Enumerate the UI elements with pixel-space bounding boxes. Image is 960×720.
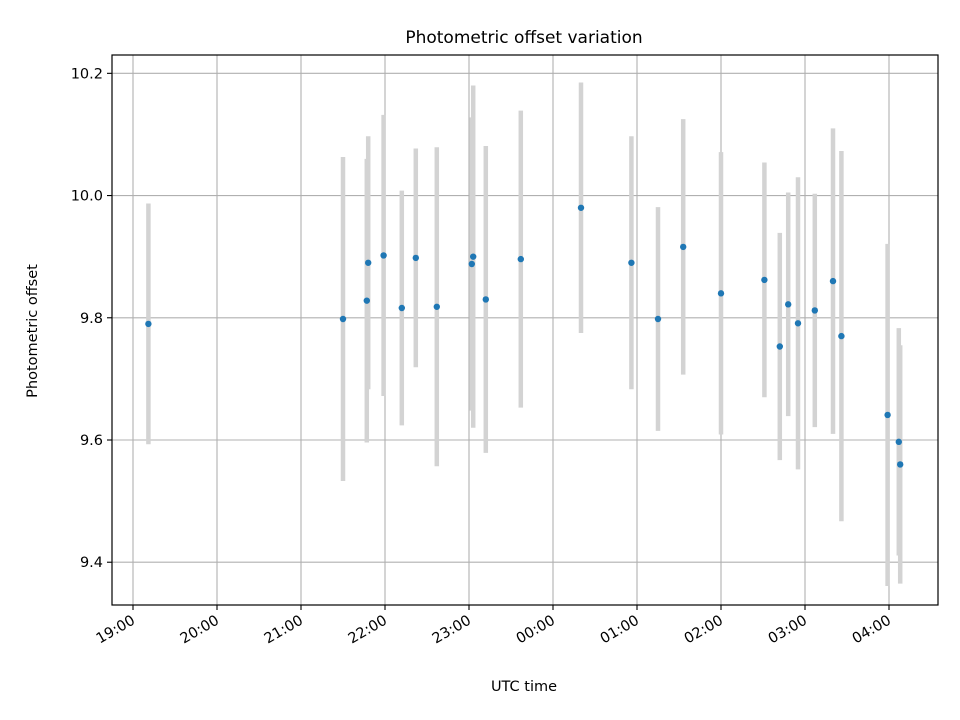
x-tick-label: 20:00 xyxy=(178,613,222,648)
data-point xyxy=(680,243,687,251)
data-point xyxy=(654,315,662,323)
data-points xyxy=(145,204,904,468)
data-point xyxy=(365,259,372,266)
data-point xyxy=(895,438,902,446)
x-axis-label: UTC time xyxy=(491,679,557,695)
data-point xyxy=(145,320,152,328)
x-tick-label: 04:00 xyxy=(850,613,894,648)
data-point xyxy=(339,315,347,323)
data-point xyxy=(811,307,818,314)
grid xyxy=(112,55,938,605)
data-point xyxy=(897,461,904,468)
y-axis-label: Photometric offset xyxy=(25,264,41,398)
data-point xyxy=(468,260,475,268)
x-axis-ticks: 19:00 20:00 21:00 22:00 23:00 00:00 01:00 02:00… xyxy=(94,605,894,647)
data-point xyxy=(829,277,837,285)
data-point xyxy=(380,252,387,259)
data-point xyxy=(482,296,489,303)
x-tick-label: 23:00 xyxy=(430,613,474,648)
y-tick-label: 9.8 xyxy=(80,311,103,327)
x-tick-label: 01:00 xyxy=(598,613,642,648)
y-tick-label: 9.4 xyxy=(80,555,103,571)
data-point xyxy=(577,204,585,211)
data-point xyxy=(517,255,524,263)
chart-title: Photometric offset variation xyxy=(405,28,642,48)
y-tick-label: 9.6 xyxy=(80,433,103,449)
data-point xyxy=(884,411,891,419)
data-point xyxy=(412,254,419,262)
y-tick-label: 10.2 xyxy=(71,66,103,82)
x-tick-label: 00:00 xyxy=(514,613,558,648)
x-tick-label: 03:00 xyxy=(766,613,810,648)
data-point xyxy=(363,297,370,304)
data-point xyxy=(794,320,802,327)
data-point xyxy=(838,332,845,340)
x-tick-label: 21:00 xyxy=(262,613,306,648)
data-point xyxy=(470,253,477,260)
x-tick-label: 02:00 xyxy=(682,613,726,648)
x-tick-label: 22:00 xyxy=(346,613,390,648)
data-point xyxy=(761,276,768,284)
x-tick-label: 19:00 xyxy=(94,613,138,648)
data-point xyxy=(776,343,783,350)
data-point xyxy=(717,290,725,297)
errorbars xyxy=(146,82,903,587)
data-point xyxy=(433,303,440,310)
data-point xyxy=(785,301,792,308)
data-point xyxy=(628,259,635,266)
data-point xyxy=(398,304,405,312)
plot-frame xyxy=(111,54,939,606)
y-axis-ticks: 9.4 9.6 9.8 10.0 10.2 xyxy=(71,66,112,571)
y-tick-label: 10.0 xyxy=(71,189,103,205)
